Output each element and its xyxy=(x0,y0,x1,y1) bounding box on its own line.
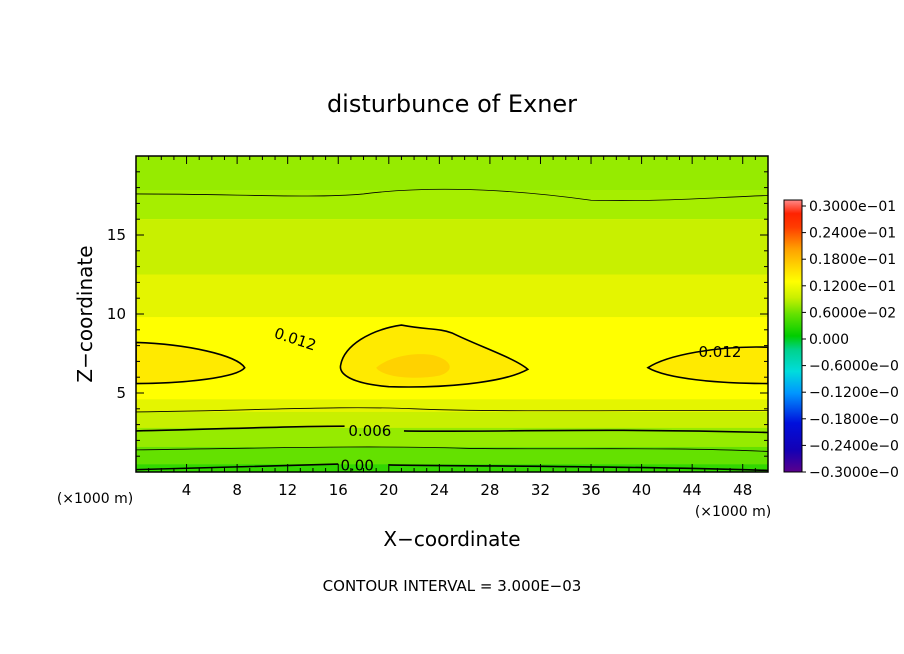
contour-label: 0.012 xyxy=(698,343,741,361)
contour-0.006-right xyxy=(403,429,768,434)
contour-lower xyxy=(136,446,768,452)
y-tick-label: 10 xyxy=(107,305,126,323)
contour-interval-note: CONTOUR INTERVAL = 3.000E−03 xyxy=(323,577,582,595)
colorbar-label: −0.2400e−0 xyxy=(809,438,899,454)
field-band xyxy=(136,427,768,447)
x-tick-label: 32 xyxy=(531,481,550,499)
colorbar-label: −0.3000e−0 xyxy=(809,465,899,481)
x-tick-label: 4 xyxy=(182,481,192,499)
y-tick-label: 15 xyxy=(107,226,126,244)
plot-area xyxy=(136,156,768,472)
colorbar-label: 0.000 xyxy=(809,332,849,348)
x-tick-label: 48 xyxy=(733,481,752,499)
colorbar-label: 0.2400e−01 xyxy=(809,226,896,242)
x-tick-label: 20 xyxy=(379,481,398,499)
contour-mid xyxy=(136,407,768,413)
contour-0.00-right xyxy=(388,464,768,472)
contour-0.012-left xyxy=(136,341,246,385)
colorbar-label: 0.1200e−01 xyxy=(809,279,896,295)
colorbar-label: 0.1800e−01 xyxy=(809,252,896,268)
x-tick-label: 44 xyxy=(683,481,702,499)
x-tick-label: 28 xyxy=(480,481,499,499)
field-band xyxy=(136,274,768,318)
x-tick-label: 12 xyxy=(278,481,297,499)
y-tick-label: 5 xyxy=(116,384,126,402)
contour-label: 0.006 xyxy=(348,422,391,440)
x-tick-label: 16 xyxy=(329,481,348,499)
contour-0.012-middle xyxy=(339,324,530,388)
x-unit-left: (×1000 m) xyxy=(57,491,133,507)
colorbar-label: 0.3000e−01 xyxy=(809,199,896,215)
chart-title: disturbunce of Exner xyxy=(327,90,577,118)
contour-0.006-left xyxy=(136,425,345,432)
warm-core-left xyxy=(136,342,245,384)
contour-0.00-left xyxy=(136,463,339,471)
contour-label: 0.00 xyxy=(340,457,373,475)
contour-0.012-right xyxy=(646,346,768,385)
x-tick-label: 8 xyxy=(232,481,242,499)
x-tick-label: 36 xyxy=(581,481,600,499)
contour-upper xyxy=(136,188,768,201)
field-band xyxy=(136,446,768,465)
x-unit-right: (×1000 m) xyxy=(695,504,771,520)
field-band xyxy=(136,156,768,191)
y-axis-label: Z−coordinate xyxy=(73,245,97,382)
x-axis-label: X−coordinate xyxy=(383,527,520,551)
field-band xyxy=(136,411,768,428)
colorbar: 0.3000e−01 0.2400e−01 0.1800e−01 0.1200e−01… xyxy=(783,199,899,481)
x-tick-label: 24 xyxy=(430,481,449,499)
colorbar-label: −0.6000e−0 xyxy=(809,359,899,375)
x-tick-label: 40 xyxy=(632,481,651,499)
colorbar-label: −0.1800e−0 xyxy=(809,412,899,428)
colorbar-gradient xyxy=(783,199,803,473)
colorbar-label: 0.6000e−02 xyxy=(809,305,896,321)
field-band xyxy=(136,219,768,275)
colorbar-label: −0.1200e−0 xyxy=(809,385,899,401)
warm-core-inner xyxy=(376,354,450,378)
